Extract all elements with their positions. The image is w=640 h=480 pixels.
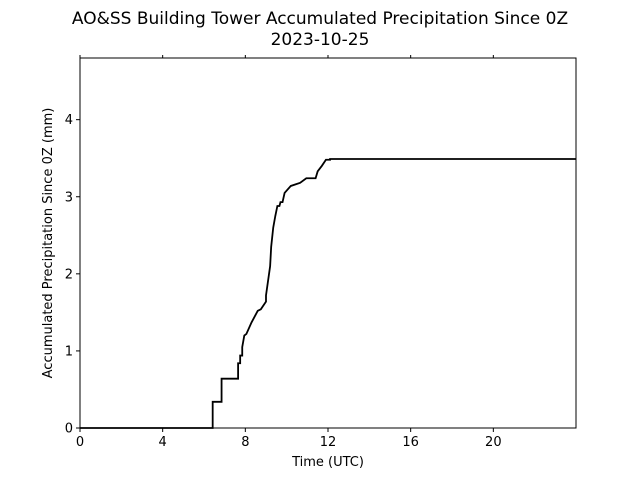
chart-subtitle: 2023-10-25 (271, 30, 370, 50)
chart-title: AO&SS Building Tower Accumulated Precipi… (72, 9, 568, 29)
y-axis-label: Accumulated Precipitation Since 0Z (mm) (41, 108, 56, 379)
x-tick-label: 8 (241, 435, 249, 450)
y-tick-label: 0 (65, 422, 73, 437)
plot-area (80, 158, 576, 429)
x-tick-label: 0 (76, 435, 84, 450)
y-tick-label: 2 (65, 267, 73, 282)
y-tick-label: 3 (65, 190, 73, 205)
x-tick-label: 4 (159, 435, 167, 450)
x-tick-label: 16 (402, 435, 419, 450)
x-tick-label: 12 (320, 435, 337, 450)
x-axis-label: Time (UTC) (291, 455, 364, 470)
y-tick-label: 1 (65, 344, 73, 359)
y-tick-label: 4 (65, 113, 73, 128)
plot-frame (79, 57, 577, 429)
precipitation-series-line (80, 158, 576, 429)
x-tick-label: 20 (485, 435, 502, 450)
